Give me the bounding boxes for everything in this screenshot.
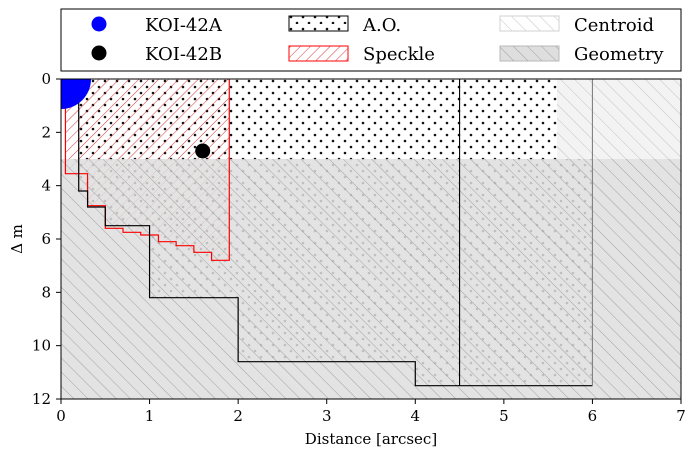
x-tick-label: 3	[322, 407, 332, 425]
y-tick-label: 12	[32, 390, 51, 408]
y-tick-label: 0	[41, 70, 51, 88]
x-axis-label: Distance [arcsec]	[305, 430, 437, 448]
plot-area	[61, 79, 681, 399]
y-tick-label: 10	[32, 337, 51, 355]
legend-patch-geometry-hatch	[500, 46, 559, 61]
y-tick-label: 4	[41, 177, 51, 195]
centroid-region-hatch	[557, 79, 681, 159]
x-tick-label: 6	[588, 407, 598, 425]
legend-marker-koi-42a	[91, 16, 107, 32]
geometry-region-hatch	[61, 159, 681, 399]
legend-patch-ao	[288, 15, 349, 32]
point-koi-42a	[61, 79, 91, 109]
legend-marker-koi-42b	[91, 45, 107, 61]
y-tick-label: 2	[41, 123, 51, 141]
legend-patch-centroid	[499, 15, 560, 32]
legend-label-speckle: Speckle	[363, 44, 435, 65]
legend-label-koi-42a: KOI-42A	[145, 15, 223, 36]
x-tick-label: 1	[145, 407, 155, 425]
legend-label-geometry: Geometry	[574, 44, 664, 65]
legend-label-centroid: Centroid	[574, 15, 654, 36]
ao-outline	[61, 79, 593, 387]
y-axis-label: Δ m	[8, 224, 26, 254]
regions-layer	[61, 79, 681, 399]
x-tick-label: 7	[676, 407, 686, 425]
x-tick-label: 2	[233, 407, 243, 425]
point-koi-42b	[195, 143, 211, 159]
legend-frame	[60, 8, 682, 72]
legend: KOI-42A KOI-42B A.O. Speckle Centroid Ge…	[60, 8, 682, 72]
legend-patch-speckle	[288, 45, 349, 62]
x-tick-label: 0	[56, 407, 66, 425]
y-tick-label: 8	[41, 283, 51, 301]
legend-label-koi-42b: KOI-42B	[145, 44, 222, 65]
y-tick-label: 6	[41, 230, 51, 248]
x-tick-label: 5	[499, 407, 509, 425]
legend-label-ao: A.O.	[362, 15, 401, 36]
x-tick-label: 4	[411, 407, 421, 425]
